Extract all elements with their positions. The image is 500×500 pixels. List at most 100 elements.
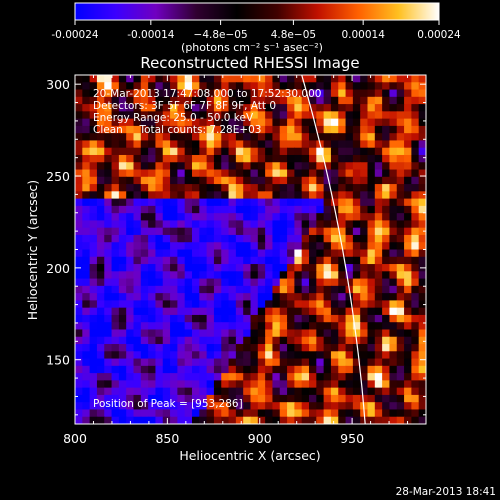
heatmap-cell — [396, 285, 405, 294]
heatmap-cell — [133, 380, 142, 389]
heatmap-cell — [411, 111, 420, 120]
heatmap-cell — [199, 314, 208, 323]
heatmap-cell — [279, 169, 288, 178]
heatmap-cell — [96, 271, 105, 280]
heatmap-cell — [382, 365, 391, 374]
heatmap-cell — [301, 402, 310, 411]
heatmap-cell — [221, 118, 230, 127]
heatmap-cell — [374, 344, 383, 352]
heatmap-cell — [126, 322, 135, 331]
heatmap-cell — [243, 285, 252, 294]
heatmap-cell — [192, 249, 200, 258]
heatmap-cell — [389, 242, 398, 251]
heatmap-cell — [272, 191, 281, 200]
heatmap-cell — [374, 402, 383, 411]
heatmap-cell — [126, 227, 135, 236]
heatmap-cell — [272, 169, 281, 178]
heatmap-cell — [82, 336, 91, 345]
heatmap-cell — [192, 300, 200, 309]
heatmap-cell — [323, 75, 332, 83]
heatmap-cell — [243, 205, 252, 214]
heatmap-cell — [162, 213, 171, 222]
heatmap-cell — [265, 264, 274, 272]
heatmap-cell — [345, 75, 354, 83]
heatmap-cell — [177, 242, 186, 251]
heatmap-cell — [221, 416, 230, 424]
heatmap-cell — [265, 394, 274, 403]
heatmap-cell — [170, 147, 178, 156]
heatmap-cell — [206, 351, 215, 360]
heatmap-cell — [96, 416, 105, 424]
heatmap-cell — [279, 307, 288, 316]
heatmap-cell — [184, 271, 193, 280]
heatmap-cell — [279, 89, 288, 98]
heatmap-cell — [243, 104, 252, 112]
heatmap-cell — [140, 409, 149, 418]
heatmap-cell — [250, 234, 259, 243]
heatmap-cell — [213, 264, 222, 272]
heatmap-cell — [184, 402, 193, 411]
heatmap-cell — [82, 249, 91, 258]
heatmap-cell — [213, 314, 222, 323]
heatmap-cell — [89, 220, 98, 229]
heatmap-cell — [272, 205, 281, 214]
heatmap-cell — [162, 198, 171, 207]
heatmap-cell — [287, 191, 295, 200]
heatmap-cell — [192, 409, 200, 418]
heatmap-cell — [177, 169, 186, 178]
heatmap-cell — [360, 365, 369, 374]
heatmap-cell — [389, 96, 398, 105]
heatmap-cell — [155, 256, 164, 265]
heatmap-cell — [155, 162, 164, 171]
heatmap-cell — [330, 96, 339, 105]
heatmap-cell — [360, 344, 369, 352]
heatmap-cell — [338, 300, 347, 309]
heatmap-cell — [126, 373, 135, 381]
heatmap-cell — [111, 89, 120, 98]
heatmap-cell — [75, 154, 83, 163]
heatmap-cell — [177, 256, 186, 265]
heatmap-cell — [126, 409, 135, 418]
heatmap-cell — [287, 344, 295, 352]
heatmap-cell — [126, 198, 135, 207]
heatmap-cell — [323, 344, 332, 352]
heatmap-cell — [287, 394, 295, 403]
heatmap-cell — [170, 111, 178, 120]
heatmap-cell — [228, 387, 237, 396]
heatmap-cell — [265, 358, 274, 367]
heatmap-cell — [243, 220, 252, 229]
heatmap-cell — [287, 234, 295, 243]
heatmap-cell — [338, 176, 347, 185]
heatmap-cell — [235, 365, 244, 374]
heatmap-cell — [206, 358, 215, 367]
heatmap-cell — [345, 264, 354, 272]
heatmap-cell — [309, 220, 317, 229]
heatmap-cell — [323, 329, 332, 338]
heatmap-cell — [309, 300, 317, 309]
heatmap-cell — [294, 387, 303, 396]
heatmap-cell — [418, 198, 426, 207]
heatmap-cell — [75, 394, 83, 403]
heatmap-cell — [418, 75, 426, 83]
heatmap-cell — [382, 169, 391, 178]
heatmap-cell — [250, 249, 259, 258]
heatmap-cell — [367, 365, 376, 374]
heatmap-cell — [162, 373, 171, 381]
heatmap-cell — [75, 118, 83, 127]
heatmap-cell — [330, 322, 339, 331]
heatmap-cell — [148, 387, 157, 396]
heatmap-cell — [235, 184, 244, 192]
heatmap-cell — [301, 213, 310, 222]
heatmap-cell — [257, 213, 266, 222]
heatmap-cell — [126, 140, 135, 149]
heatmap-cell — [82, 176, 91, 185]
heatmap-cell — [367, 184, 376, 192]
heatmap-cell — [338, 104, 347, 112]
heatmap-cell — [155, 205, 164, 214]
heatmap-cell — [330, 300, 339, 309]
heatmap-cell — [140, 314, 149, 323]
heatmap-cell — [104, 75, 113, 83]
heatmap-cell — [250, 322, 259, 331]
